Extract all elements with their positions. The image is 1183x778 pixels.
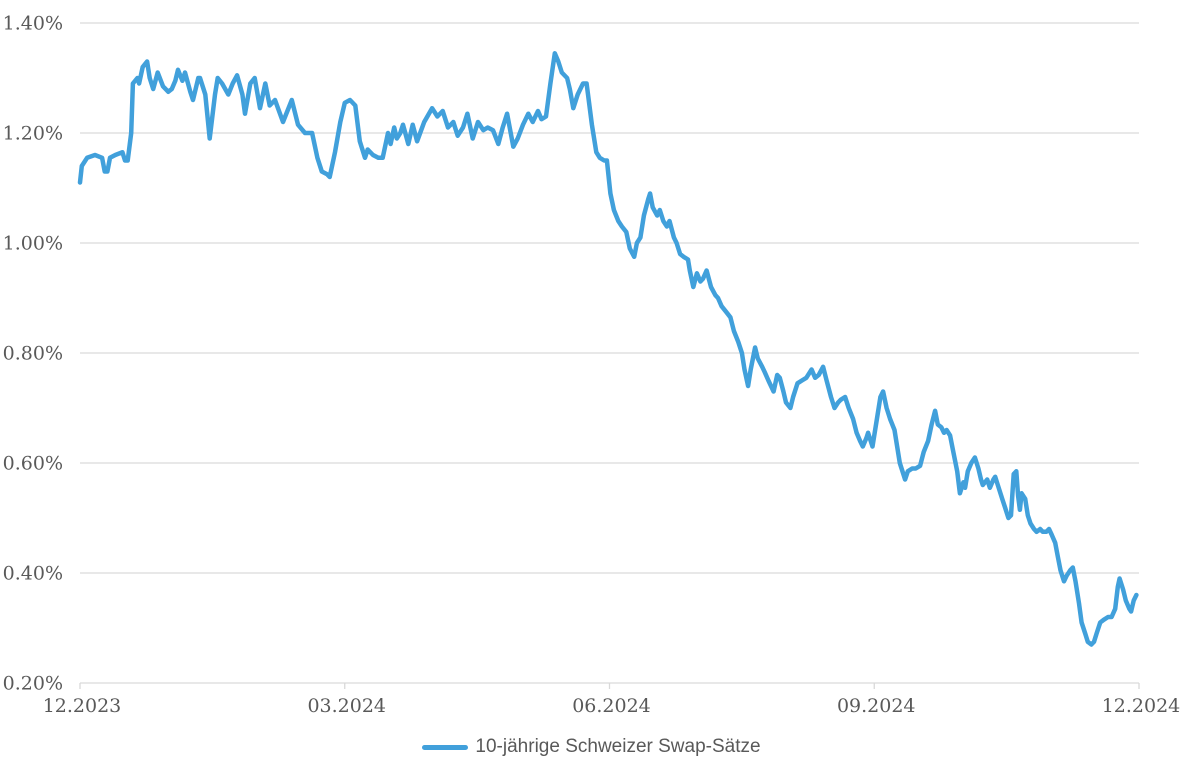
legend-label: 10-jährige Schweizer Swap-Sätze	[475, 736, 761, 757]
y-axis-tick-label: 0.20%	[3, 673, 63, 695]
y-axis-tick-label: 1.20%	[3, 123, 63, 145]
y-axis-tick-label: 1.40%	[3, 13, 63, 35]
x-axis-tick-label: 12.2023	[43, 695, 122, 717]
y-axis-tick-label: 1.00%	[3, 233, 63, 255]
y-axis-tick-label: 0.80%	[3, 343, 63, 365]
x-axis-tick-label: 09.2024	[837, 695, 916, 717]
y-axis-tick-label: 0.60%	[3, 453, 63, 475]
x-axis-tick-label: 06.2024	[572, 695, 651, 717]
x-axis-tick-label: 12.2024	[1102, 695, 1181, 717]
legend: 10-jährige Schweizer Swap-Sätze	[0, 736, 1183, 758]
legend-line-swatch	[422, 744, 469, 750]
y-axis-tick-label: 0.40%	[3, 563, 63, 585]
x-axis-tick-label: 03.2024	[307, 695, 386, 717]
series-line	[77, 51, 1139, 647]
